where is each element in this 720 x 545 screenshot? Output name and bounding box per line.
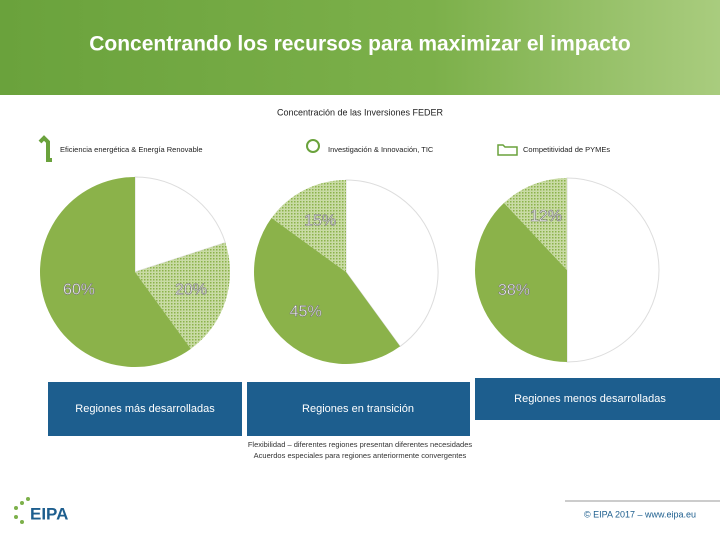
legend-icon bbox=[38, 135, 52, 162]
label-box bbox=[48, 382, 242, 436]
note: Flexibilidad – diferentes regiones prese… bbox=[248, 440, 473, 449]
pie-slice bbox=[345, 179, 439, 348]
value-label: 15% bbox=[304, 212, 336, 229]
subtitle: Concentración de las Inversiones FEDER bbox=[277, 107, 444, 117]
value-label: 38% bbox=[498, 282, 530, 299]
pie-slice bbox=[504, 178, 567, 270]
legend-label: Investigación & Innovación, TIC bbox=[328, 145, 434, 154]
footer: © EIPA 2017 – www.eipa.eu bbox=[584, 509, 696, 519]
pie-slice bbox=[135, 242, 230, 349]
logo: EIPA bbox=[14, 497, 68, 524]
pie-slice bbox=[134, 176, 226, 273]
value-label: 20% bbox=[175, 281, 207, 298]
pie-slice bbox=[475, 202, 567, 362]
pie-slice bbox=[253, 217, 401, 364]
value-label: 12% bbox=[530, 208, 562, 225]
legend-label: Eficiencia energética & Energía Renovabl… bbox=[60, 145, 203, 154]
legend-label: Competitividad de PYMEs bbox=[523, 145, 610, 154]
title: Concentrando los recursos para maximizar… bbox=[89, 33, 631, 56]
note: Acuerdos especiales para regiones anteri… bbox=[254, 451, 467, 460]
pie-slice bbox=[271, 180, 346, 272]
label-box bbox=[475, 378, 720, 420]
value-label: 60% bbox=[63, 281, 95, 298]
legend-icon bbox=[497, 144, 518, 156]
category-label: Regiones más desarrolladas bbox=[75, 403, 215, 415]
category-label: Regiones en transición bbox=[302, 403, 414, 415]
value-label: 45% bbox=[290, 304, 322, 321]
pie-slice bbox=[40, 177, 191, 367]
pie-slice bbox=[566, 177, 660, 363]
category-label: Regiones menos desarrolladas bbox=[514, 393, 666, 405]
legend: Eficiencia energética & Energía Renovabl… bbox=[38, 135, 610, 162]
legend-icon bbox=[306, 139, 320, 153]
logo-text: EIPA bbox=[30, 504, 68, 523]
header-band bbox=[0, 0, 720, 95]
label-box bbox=[247, 382, 470, 436]
